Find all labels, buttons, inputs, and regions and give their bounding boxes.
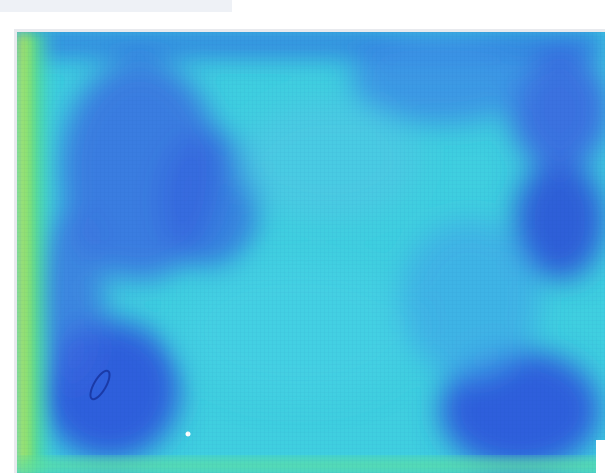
top-bar [0,0,232,12]
page: {} [0,0,605,473]
corner-patch [596,440,605,473]
field-image [0,0,605,473]
field [17,32,605,473]
